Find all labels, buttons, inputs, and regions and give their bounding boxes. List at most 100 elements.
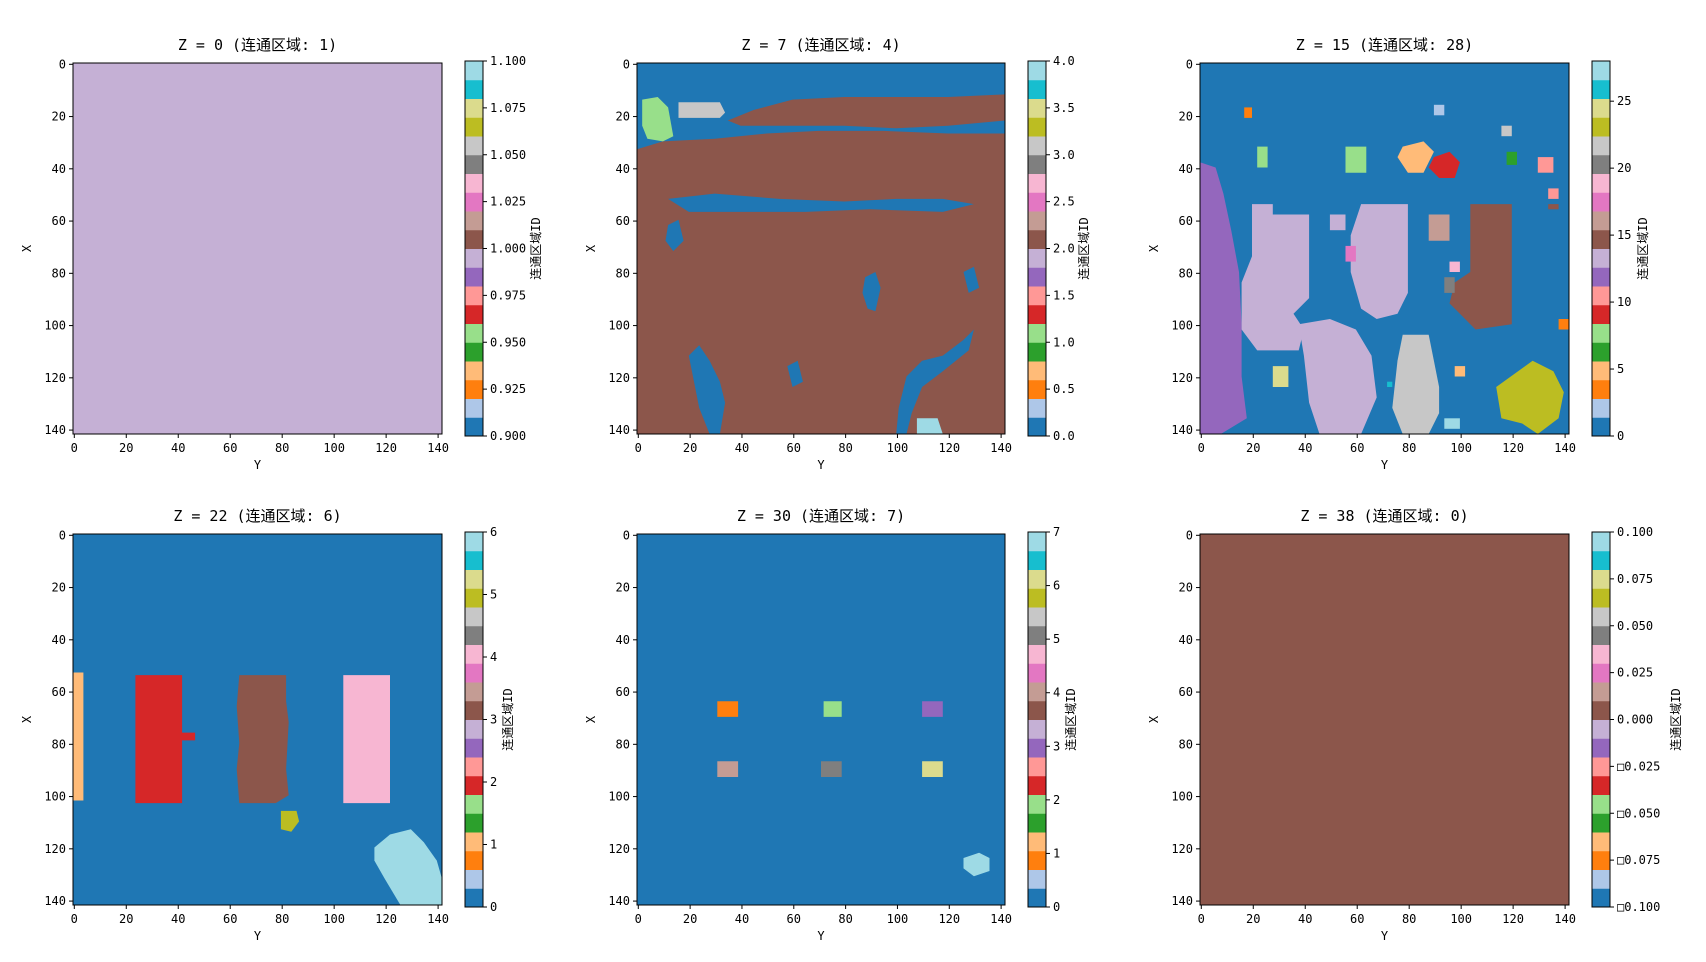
colorbar-bin: [465, 398, 483, 418]
colorbar-tick-label: 0: [490, 900, 497, 914]
subplot-2: Z = 7 (连通区域: 4) 0 20 40 60 80 100 120 140 0 20 40 60…: [584, 36, 1091, 472]
colorbar: 0 1 2 3 4 5 6 7 连通区域ID: [1027, 525, 1078, 914]
colorbar-bin: [465, 738, 483, 758]
colorbar-tick-label: 3.0: [1053, 148, 1075, 162]
axes-frame: [72, 533, 443, 906]
colorbar-bin: [465, 869, 483, 889]
connected-region-1: [73, 672, 84, 801]
colorbar-bin: [1028, 342, 1046, 362]
connected-region-1: [1433, 104, 1445, 116]
colorbar-tick-label: 2.0: [1053, 242, 1075, 256]
subplot-1: Z = 0 (连通区域: 1) 0 20 40 60 80 100 120 140 0 20 40 60…: [20, 36, 543, 472]
y-axis-label: X: [20, 715, 34, 723]
colorbar-tick-label: 1.100: [490, 54, 526, 68]
y-tick-label: 80: [616, 266, 630, 280]
colorbar-tick-label: 0.925: [490, 382, 526, 396]
x-tick-label: 120: [1502, 441, 1524, 455]
x-tick-label: 80: [838, 441, 852, 455]
x-tick-label: 80: [275, 441, 289, 455]
connected-region-2: [823, 701, 842, 717]
colorbar-tick-label: 0: [1053, 900, 1060, 914]
colorbar-tick-label: 0.5: [1053, 382, 1075, 396]
y-tick-label: 100: [1171, 790, 1193, 804]
axes-frame: [636, 533, 1006, 906]
x-tick-label: 100: [323, 912, 345, 926]
axes-frame: [1199, 533, 1570, 906]
colorbar-tick-label: 6: [490, 525, 497, 539]
connected-region-13: [1449, 261, 1460, 272]
colorbar-label: 连通区域ID: [1635, 217, 1650, 279]
colorbar-bin: [1028, 304, 1046, 324]
connected-region-8: [1200, 162, 1247, 434]
colorbar-bin: [1592, 832, 1610, 852]
colorbar-bin: [1592, 813, 1610, 833]
colorbar-bin: [465, 550, 483, 570]
colorbar-bin: [1592, 192, 1610, 212]
y-tick-label: 0: [1186, 528, 1193, 542]
connected-region-1: [642, 97, 674, 142]
x-axis-label: Y: [1381, 929, 1389, 943]
x-tick-label: 60: [223, 441, 237, 455]
colorbar-bin: [1592, 417, 1610, 437]
colorbar-bin: [1592, 850, 1610, 870]
x-tick-label: 80: [1402, 441, 1416, 455]
connected-region-6: [922, 761, 943, 777]
x-tick-label: 120: [938, 912, 960, 926]
colorbar-tick-label: 5: [490, 588, 497, 602]
y-tick-label: 120: [44, 842, 66, 856]
regions-layer: [637, 94, 1005, 434]
colorbar-bin: [465, 607, 483, 627]
y-tick-label: 100: [1171, 319, 1193, 333]
x-tick-label: 140: [427, 441, 449, 455]
colorbar: 0 1 2 3 4 5 6 连通区域ID: [464, 525, 515, 914]
regions-layer: [717, 701, 990, 877]
colorbar-tick-label: 10: [1617, 295, 1631, 309]
x-tick-label: 80: [838, 912, 852, 926]
colorbar-tick-label: □0.100: [1617, 900, 1660, 914]
y-tick-label: 40: [616, 633, 630, 647]
y-tick-label: 80: [52, 737, 66, 751]
x-axis-label: Y: [254, 458, 262, 472]
y-tick-label: 100: [44, 319, 66, 333]
subplot-6: Z = 38 (连通区域: 0) 0 20 40 60 80 100 120 140 0 20 40 6…: [1147, 507, 1683, 943]
x-tick-label: 120: [375, 912, 397, 926]
colorbar-bin: [1028, 588, 1046, 608]
colorbar-tick-label: 3: [1053, 739, 1060, 753]
colorbar-tick-label: 4: [490, 650, 497, 664]
y-tick-label: 120: [1171, 842, 1193, 856]
colorbar-bin: [465, 323, 483, 343]
colorbar-tick-label: □0.025: [1617, 759, 1660, 773]
y-tick-label: 0: [623, 528, 630, 542]
colorbar-bin: [465, 286, 483, 306]
connected-region-19: [1444, 418, 1460, 429]
colorbar-bin: [465, 79, 483, 99]
connected-region-4: [343, 675, 390, 804]
y-tick-label: 0: [59, 528, 66, 542]
x-tick-label: 140: [1554, 912, 1576, 926]
colorbar-tick-label: 1: [1053, 846, 1060, 860]
x-axis-label: Y: [817, 458, 825, 472]
y-tick-label: 100: [44, 790, 66, 804]
x-tick-label: 0: [1198, 441, 1205, 455]
x-axis-label: Y: [817, 929, 825, 943]
colorbar-tick-label: 0.000: [1617, 713, 1653, 727]
colorbar-tick-label: 1.025: [490, 195, 526, 209]
colorbar-bin: [465, 569, 483, 589]
y-tick-label: 120: [44, 371, 66, 385]
colorbar-bin: [465, 229, 483, 249]
colorbar-bin: [1028, 813, 1046, 833]
colorbar-bin: [1592, 304, 1610, 324]
colorbar-tick-label: 2: [1053, 793, 1060, 807]
colorbar-bin: [1592, 738, 1610, 758]
regions-layer: [73, 672, 442, 905]
x-tick-label: 120: [938, 441, 960, 455]
colorbar-bin: [465, 532, 483, 552]
colorbar-tick-label: 0.075: [1617, 572, 1653, 586]
connected-region-7: [963, 852, 990, 877]
colorbar-bin: [1028, 775, 1046, 795]
colorbar-bin: [1028, 569, 1046, 589]
x-tick-label: 20: [119, 912, 133, 926]
colorbar-bin: [1028, 719, 1046, 739]
x-tick-label: 80: [1402, 912, 1416, 926]
colorbar-bin: [1592, 569, 1610, 589]
